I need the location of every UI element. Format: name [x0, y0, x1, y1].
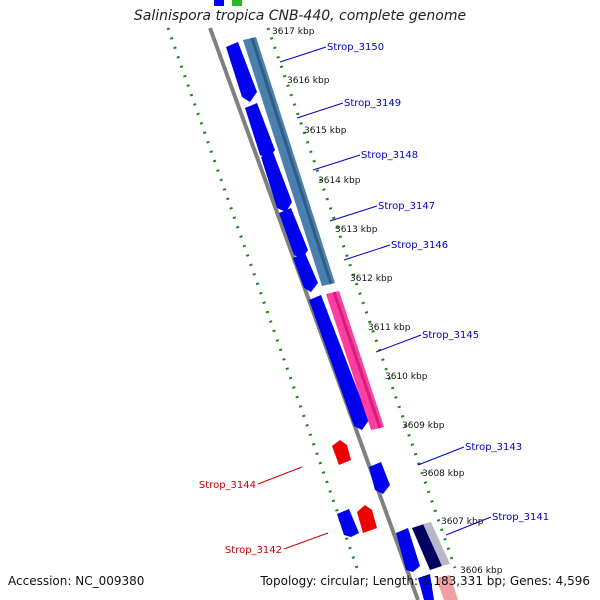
feature-strop-3142[interactable] [357, 505, 377, 533]
operon-band-grey [423, 522, 450, 566]
gene-label-strop-3141[interactable]: Strop_3141 [492, 512, 549, 523]
tick-label: 3613 kbp [335, 225, 378, 235]
cds-strop-3145[interactable] [309, 295, 369, 430]
tick-label: 3611 kbp [368, 323, 411, 333]
tick-label: 3608 kbp [422, 469, 465, 479]
tick-label: 3610 kbp [385, 372, 428, 382]
gene-label-leader [417, 446, 465, 466]
cds-strop-3149[interactable] [245, 103, 275, 159]
gene-label-strop-3144[interactable]: Strop_3144 [199, 480, 256, 491]
gene-label-leader [343, 244, 391, 261]
feature-top-partial-1 [214, 0, 224, 6]
map-title: Salinispora tropica CNB-440, complete ge… [133, 8, 467, 24]
operon-band-dark [412, 524, 442, 570]
cds-bottom-partial [418, 574, 434, 600]
tick-label: 3612 kbp [350, 274, 393, 284]
tick-label: 3615 kbp [304, 126, 347, 136]
feature-strop-3144[interactable] [332, 440, 351, 465]
gene-label-leader [257, 466, 303, 485]
operon-band-steel-shade [250, 37, 333, 285]
cds-strop-3143[interactable] [369, 462, 390, 494]
gene-label-leader [296, 102, 344, 119]
cds-strop-3141[interactable] [396, 528, 420, 572]
gene-label-leader [283, 532, 329, 550]
gene-labels: Strop_3150 Strop_3149 Strop_3148 Strop_3147… [199, 42, 549, 556]
gene-label-strop-3149[interactable]: Strop_3149 [344, 98, 401, 109]
gene-label-strop-3148[interactable]: Strop_3148 [361, 150, 418, 161]
gene-label-leader [445, 516, 492, 536]
cds-strop-3147[interactable] [279, 208, 308, 259]
tick-label: 3606 kbp [460, 566, 503, 576]
tick-label: 3617 kbp [272, 27, 315, 37]
cds-strop-3146[interactable] [293, 253, 318, 292]
operon-band-bottom-pink [436, 575, 458, 600]
gene-label-strop-3150[interactable]: Strop_3150 [327, 42, 384, 53]
gene-label-leader [312, 154, 361, 171]
gene-label-strop-3145[interactable]: Strop_3145 [422, 330, 479, 341]
tick-label: 3616 kbp [287, 76, 330, 86]
tick-label: 3607 kbp [441, 517, 484, 527]
tick-label: 3609 kbp [402, 421, 445, 431]
gene-label-leader [329, 205, 378, 222]
gene-label-strop-3143[interactable]: Strop_3143 [465, 442, 522, 453]
cds-strop-3148[interactable] [261, 152, 292, 212]
gene-label-strop-3142[interactable]: Strop_3142 [225, 545, 282, 556]
feature-top-partial-2 [232, 0, 242, 6]
cds-strop-3150[interactable] [226, 42, 257, 102]
gene-label-leader [375, 334, 422, 353]
accession-label: Accession: NC_009380 [8, 574, 145, 588]
ruler-tick-track [266, 27, 457, 569]
ruler-ticks: 3617 kbp 3616 kbp 3615 kbp 3614 kbp 3613 kbp… [272, 27, 503, 576]
operon-band-pink-shade [332, 291, 382, 429]
genome-summary: Topology: circular; Length: 5,183,331 bp… [260, 574, 590, 588]
cds-strop-3142-blue[interactable] [337, 509, 359, 537]
tick-label: 3614 kbp [318, 176, 361, 186]
gene-label-strop-3146[interactable]: Strop_3146 [391, 240, 448, 251]
gene-label-strop-3147[interactable]: Strop_3147 [378, 201, 435, 212]
gene-label-leader [279, 46, 327, 63]
